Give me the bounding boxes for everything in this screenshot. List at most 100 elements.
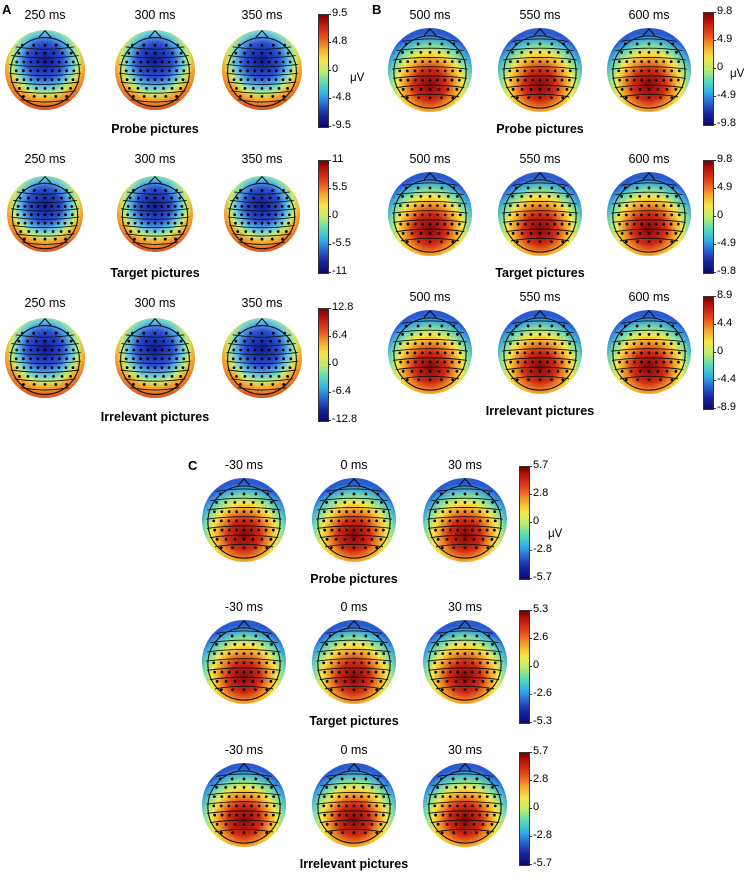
electrode-dot <box>531 213 534 217</box>
electrode-dot <box>520 87 524 91</box>
electrode-dot <box>516 360 520 364</box>
electrode-dot <box>274 348 278 352</box>
electrode-dot <box>443 213 447 217</box>
electrode-dot <box>404 186 408 190</box>
contour-line <box>392 348 468 352</box>
electrode-dot <box>253 357 257 361</box>
electrode-dot <box>249 813 253 817</box>
electrode-dot <box>428 332 432 336</box>
electrode-dot <box>617 60 621 63</box>
electrode-dot <box>249 189 253 192</box>
electrode-dot <box>538 351 542 355</box>
contour-line <box>120 216 190 220</box>
electrode-dot <box>428 231 432 235</box>
electrode-dot <box>659 186 663 190</box>
electrode-dot <box>421 222 425 226</box>
electrode-dot <box>382 804 386 808</box>
electrode-dot <box>218 634 222 638</box>
electrode-dot <box>235 375 238 378</box>
electrode-dot <box>325 785 328 789</box>
time-label: 30 ms <box>447 458 483 472</box>
electrode-dot <box>456 528 460 532</box>
electrode-dot <box>567 78 571 82</box>
electrode-dot <box>133 221 137 225</box>
electrode-dot <box>287 205 291 208</box>
contour-line <box>506 329 574 334</box>
electrode-dot <box>174 366 178 369</box>
electrode-dot <box>328 777 332 781</box>
electrode-dot <box>647 342 651 345</box>
electrode-dot <box>493 795 497 798</box>
electrode-dot <box>269 375 272 378</box>
electrode-dot <box>139 78 143 81</box>
contour-line <box>119 63 191 68</box>
electrode-dot <box>638 332 642 336</box>
contour-line <box>395 84 465 89</box>
electrode-dot <box>647 369 651 373</box>
electrode-dot <box>515 96 519 100</box>
electrode-dot <box>472 642 476 646</box>
electrode-dot <box>485 795 489 798</box>
electrode-dot <box>458 342 462 345</box>
electrode-dot <box>345 661 348 665</box>
electrode-dot <box>136 87 140 90</box>
electrode-dot <box>32 331 36 335</box>
electrode-dot <box>260 205 264 208</box>
electrode-dot <box>647 50 651 54</box>
electrode-dot <box>359 528 363 532</box>
electrode-dot <box>230 492 234 496</box>
colorbar-tick-label: 4.9 <box>712 181 733 193</box>
electrode-dot <box>260 366 264 369</box>
scalp-topomap <box>115 29 195 110</box>
contour-line <box>430 534 500 539</box>
electrode-dot <box>531 342 534 345</box>
electrode-dot <box>17 221 20 225</box>
electrode-dot <box>161 196 165 200</box>
electrode-dot <box>421 360 425 364</box>
electrode-dot <box>239 60 243 64</box>
electrode-dot <box>671 42 675 46</box>
electrode-dot <box>137 196 140 200</box>
electrode-dot <box>170 87 174 90</box>
electrode-dot <box>677 60 681 63</box>
contour-line <box>206 810 282 814</box>
electrode-dot <box>264 510 268 513</box>
electrode-dot <box>452 688 456 692</box>
electrode-dot <box>523 222 527 226</box>
electrode-dot <box>252 230 256 233</box>
electrode-dot <box>376 492 380 496</box>
electrode-dot <box>63 221 67 225</box>
electrode-dot <box>166 221 170 225</box>
electrode-dot <box>71 348 75 352</box>
electrode-dot <box>235 661 238 665</box>
electrode-dot <box>27 196 30 200</box>
electrode-dot <box>437 369 441 373</box>
electrode-dot <box>547 50 551 54</box>
electrode-dot <box>381 670 385 674</box>
electrode-dot <box>267 357 271 361</box>
time-label: 0 ms <box>340 600 368 614</box>
electrode-dot <box>436 537 440 541</box>
electrode-dot <box>352 679 356 683</box>
electrode-dot <box>260 60 264 64</box>
electrode-dot <box>164 43 168 47</box>
nose-marker <box>38 175 52 184</box>
electrode-dot <box>71 78 75 81</box>
colorbar-tick-label: 4.9 <box>712 33 733 45</box>
electrode-dot <box>361 537 365 541</box>
electrode-dot <box>433 519 437 523</box>
electrode-dot <box>632 60 636 63</box>
contour-line <box>611 219 687 223</box>
nose-marker <box>255 175 269 184</box>
electrode-dot <box>662 342 666 345</box>
electrode-dot <box>212 510 216 513</box>
electrode-dot <box>278 339 281 343</box>
electrode-dot <box>125 60 129 64</box>
electrode-dot <box>553 69 557 73</box>
electrode-dot <box>243 339 246 343</box>
electrode-dot <box>337 528 341 532</box>
electrode-dot <box>399 222 403 226</box>
electrode-dot <box>472 679 476 683</box>
electrode-dot <box>450 222 454 226</box>
electrode-dot <box>511 194 514 198</box>
